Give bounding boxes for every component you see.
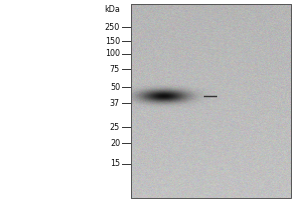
Text: 150: 150 bbox=[105, 36, 120, 46]
Text: 100: 100 bbox=[105, 49, 120, 58]
Text: 250: 250 bbox=[105, 22, 120, 31]
Bar bbox=[130, 4, 291, 198]
Text: 75: 75 bbox=[110, 64, 120, 73]
Text: kDa: kDa bbox=[104, 4, 120, 14]
Text: 37: 37 bbox=[110, 98, 120, 108]
Text: 15: 15 bbox=[110, 160, 120, 168]
Text: 25: 25 bbox=[110, 122, 120, 132]
Text: 20: 20 bbox=[110, 138, 120, 148]
Text: 50: 50 bbox=[110, 82, 120, 92]
